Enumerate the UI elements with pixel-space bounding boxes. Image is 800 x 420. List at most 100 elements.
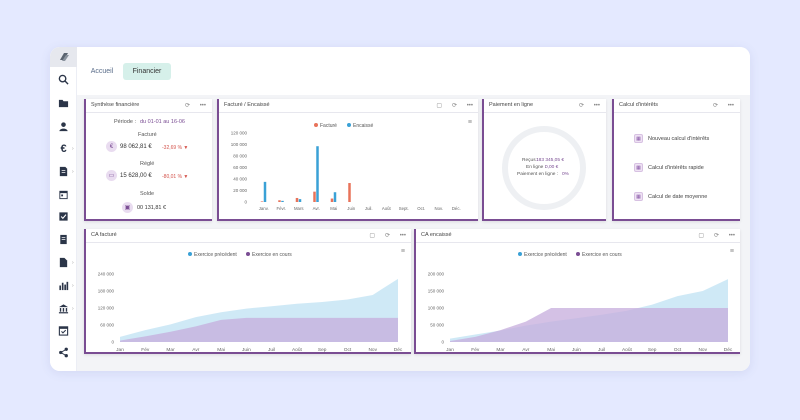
more-icon[interactable]: ••• [593,103,600,109]
refresh-icon[interactable]: ⟳ [451,103,457,109]
hamburger-icon[interactable]: ≡ [729,248,734,255]
facture-pct: -32,69 % ▼ [162,145,189,151]
x-tick-label: Févr. [276,206,286,211]
y-tick-label: 50 000 [430,323,444,328]
calendar-icon[interactable]: ▢ [698,233,704,239]
bar [313,191,316,202]
calendar-icon[interactable] [56,187,71,202]
y-tick-label: 200 000 [428,272,445,277]
x-tick-label: Avr. [313,206,320,211]
y-tick-label: 0 [441,340,444,345]
folder-icon[interactable] [56,96,71,111]
more-icon[interactable]: ••• [199,103,206,109]
bank-icon[interactable] [56,301,71,316]
link-date-moyenne[interactable]: ▦ Calcul de date moyenne [634,192,707,201]
checkbox-icon[interactable] [56,209,71,224]
x-tick-label: Déc [394,347,403,352]
bar [263,181,267,202]
tab-financier[interactable]: Financier [123,63,171,80]
panel-header: CA facturé ▢ ⟳ ••• [86,229,411,243]
x-tick-label: Nov [698,347,707,352]
x-tick-label: Jan [446,347,454,352]
tab-accueil[interactable]: Accueil [90,68,114,75]
more-icon[interactable]: ••• [399,233,406,239]
legend-marker [314,123,318,127]
refresh-icon[interactable]: ⟳ [712,103,718,109]
panel-title: CA facturé [91,232,117,238]
more-icon[interactable]: ••• [728,233,735,239]
enligne-label: En ligne : [526,165,547,170]
x-tick-label: Nov [368,347,377,352]
file-icon[interactable] [56,255,71,270]
calculator-icon: ▦ [634,163,643,172]
legend-marker [246,252,250,256]
bar [316,146,319,202]
x-tick-label: Déc [724,347,733,352]
regle-label: Réglé [140,161,155,167]
card-icon: ▭ [106,170,117,181]
solde-label: Solde [140,191,155,197]
y-tick-label: 60 000 [100,323,114,328]
document-icon[interactable] [56,164,71,179]
x-tick-label: Juil. [365,206,373,211]
y-tick-label: 150 000 [428,289,445,294]
more-icon[interactable]: ••• [727,103,734,109]
x-tick-label: Sep [648,347,657,352]
bar [348,183,351,202]
refresh-icon[interactable]: ⟳ [713,233,719,239]
y-tick-label: 60 000 [233,165,247,170]
facture-encaisse-panel: Facturé / Encaissé ▢ ⟳ ••• ≡ 120 000 100 … [217,99,478,221]
x-tick-label: Mar [496,347,505,352]
pct-value: 0% [562,172,569,177]
facture-amount: 98 062,81 € [120,144,152,150]
regle-pct: -80,01 % ▼ [162,174,189,180]
chevron-right-icon: › [72,306,74,312]
x-tick-label: Déc. [452,206,461,211]
period-value: du 01-01 au 16-06 [140,119,185,125]
x-tick-label: Jan [116,347,124,352]
bar-chart-icon[interactable] [56,278,71,293]
refresh-icon[interactable]: ⟳ [384,233,390,239]
y-tick-label: 240 000 [98,272,115,277]
interets-panel: Calcul d'intérêts ⟳ ••• ▦ Nouveau calcul… [612,99,740,221]
main-area: Accueil Financier Synthèse financière ⟳ … [77,47,750,371]
calendar-icon[interactable]: ▢ [369,233,375,239]
hamburger-icon[interactable]: ≡ [467,119,472,126]
chevron-right-icon: › [72,169,74,175]
hamburger-icon[interactable]: ≡ [400,248,405,255]
paiement-panel: Paiement en ligne ⟳ ••• Reçus : 183 345,… [482,99,606,221]
x-tick-label: Avr [192,347,200,352]
x-tick-label: Sep [318,347,327,352]
bar [330,198,334,202]
app-window: € › › › › › Accueil Financier Synthèse f… [50,47,750,371]
legend-marker [188,252,192,256]
search-icon[interactable] [56,72,71,87]
x-tick-label: Oct. [417,206,425,211]
euro-icon[interactable]: € [60,142,67,155]
x-tick-label: Mai [330,206,337,211]
legend-marker [347,123,351,127]
panel-header: Paiement en ligne ⟳ ••• [484,99,606,113]
link-calcul-rapide[interactable]: ▦ Calcul d'intérêts rapide [634,163,704,172]
user-icon[interactable] [56,119,71,134]
calendar-check-icon[interactable] [56,323,71,338]
invoice-icon[interactable] [56,232,71,247]
y-tick-label: 100 000 [428,306,445,311]
link-nouveau-calcul[interactable]: ▦ Nouveau calcul d'intérêts [634,134,709,143]
chevron-right-icon: › [72,260,74,266]
refresh-icon[interactable]: ⟳ [184,103,190,109]
x-tick-label: Avr [522,347,530,352]
more-icon[interactable]: ••• [466,103,473,109]
period-label: Période : [114,119,137,125]
bar [260,201,264,202]
share-icon[interactable] [56,345,71,360]
legend-label: Exercice précédent [524,252,567,258]
tab-bar: Accueil Financier [77,47,750,95]
x-tick-label: Août [382,206,392,211]
link-label: Calcul de date moyenne [648,193,708,200]
refresh-icon[interactable]: ⟳ [578,103,584,109]
calendar-icon[interactable]: ▢ [436,103,442,109]
x-tick-label: Sept. [399,206,409,211]
